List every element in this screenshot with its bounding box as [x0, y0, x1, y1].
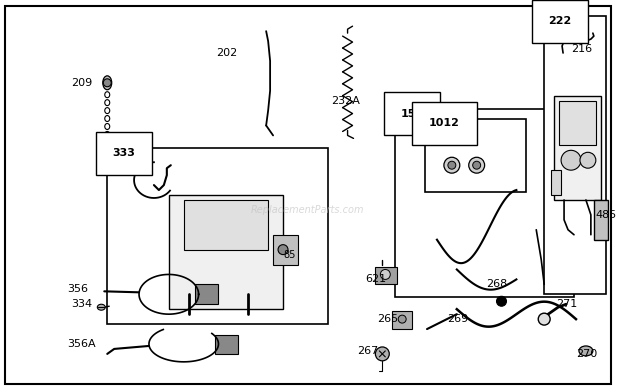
Circle shape — [469, 157, 485, 173]
Ellipse shape — [97, 304, 105, 310]
Text: 156: 156 — [400, 108, 423, 119]
Ellipse shape — [103, 76, 112, 90]
Text: 334: 334 — [71, 299, 92, 309]
Bar — [594, 200, 608, 240]
Bar — [215, 335, 238, 354]
Bar — [375, 268, 397, 284]
Bar — [273, 235, 298, 264]
Circle shape — [472, 161, 480, 169]
Text: 270: 270 — [576, 349, 597, 359]
Circle shape — [538, 313, 550, 325]
Text: 1012: 1012 — [429, 119, 460, 128]
Bar — [544, 16, 606, 294]
Bar — [554, 96, 601, 200]
Text: ReplacementParts.com: ReplacementParts.com — [251, 205, 365, 215]
Bar — [169, 195, 283, 309]
Circle shape — [444, 157, 460, 173]
Text: 271: 271 — [556, 299, 577, 309]
Bar — [184, 200, 268, 250]
Text: 202: 202 — [216, 48, 237, 58]
Text: 333: 333 — [112, 148, 135, 158]
Circle shape — [398, 315, 406, 323]
Circle shape — [380, 269, 390, 279]
Text: 232A: 232A — [330, 96, 360, 106]
Circle shape — [278, 245, 288, 255]
Text: 222: 222 — [548, 16, 572, 26]
Text: 85: 85 — [283, 250, 295, 260]
Text: 485: 485 — [596, 210, 617, 220]
Bar — [425, 119, 526, 192]
Circle shape — [375, 347, 389, 361]
Text: 356A: 356A — [68, 339, 96, 349]
Bar — [107, 148, 328, 324]
Text: 209: 209 — [71, 78, 93, 88]
Text: 265: 265 — [378, 314, 399, 324]
Ellipse shape — [579, 346, 593, 356]
Text: 621: 621 — [365, 275, 387, 284]
Circle shape — [104, 79, 111, 87]
Circle shape — [561, 150, 581, 170]
Text: 269: 269 — [447, 314, 468, 324]
Bar — [551, 170, 561, 195]
Circle shape — [448, 161, 456, 169]
Bar — [395, 108, 574, 297]
Circle shape — [497, 296, 507, 306]
Text: 356: 356 — [68, 284, 89, 294]
Bar — [559, 101, 596, 145]
Text: 216: 216 — [571, 44, 592, 54]
Circle shape — [580, 152, 596, 168]
Text: 267: 267 — [358, 346, 379, 356]
Text: 268: 268 — [487, 279, 508, 289]
Bar — [392, 311, 412, 329]
Bar — [195, 284, 218, 304]
